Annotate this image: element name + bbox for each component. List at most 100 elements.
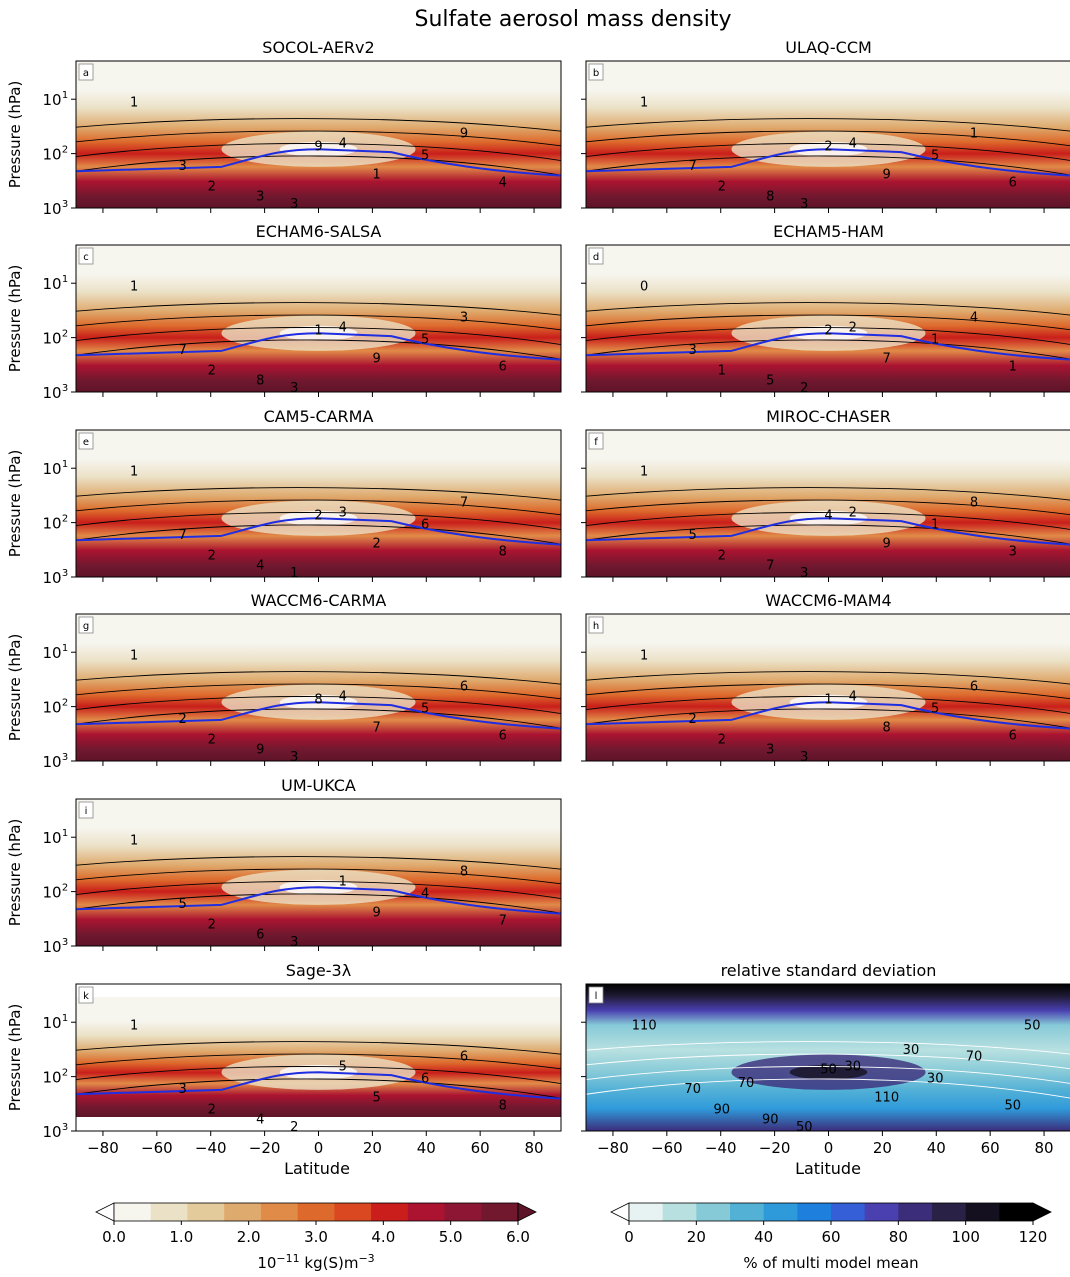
y-tick-exponent: 3 — [62, 383, 68, 394]
contour-label: 8 — [499, 545, 507, 560]
panel-letter-box — [78, 432, 94, 450]
contour-label: 0 — [640, 280, 648, 295]
contour-label: 2 — [849, 506, 857, 521]
contour-label: 6 — [460, 679, 468, 694]
contour-label: 3 — [800, 750, 808, 765]
contour-label: 3 — [290, 750, 298, 765]
colorbar-0: 0.0 1.0 2.0 3.0 4.0 5.0 6.0 10−11 kg(S)m−3 — [95, 1202, 537, 1272]
contour-label: 4 — [256, 1113, 264, 1128]
panel-title-d: ECHAM5-HAM — [773, 222, 884, 241]
y-tick-label: 10 — [42, 1123, 61, 1141]
tropopause-line — [75, 886, 562, 915]
panel-letter: h — [593, 621, 599, 632]
tropical-core — [789, 1064, 868, 1080]
panel-letter: c — [83, 252, 89, 263]
x-tick-label: −80 — [87, 1139, 119, 1157]
y-tick-label: 10 — [42, 384, 61, 402]
contour-label: 9 — [373, 352, 381, 367]
tropopause-line — [585, 701, 1070, 730]
contour-label: 6 — [1009, 176, 1017, 191]
contour-label: 2 — [208, 363, 216, 378]
panel-title-k: Sage-3λ — [286, 961, 351, 980]
contour-label: 4 — [499, 176, 507, 191]
contour-line — [75, 1066, 562, 1084]
contour-label: 70 — [684, 1082, 701, 1097]
contour-label: 1 — [824, 693, 832, 708]
contour-label: 2 — [689, 712, 697, 727]
contour-line — [75, 671, 562, 685]
contour-label: 2 — [718, 548, 726, 563]
contour-label: 7 — [179, 343, 187, 358]
colorbar-segment — [187, 1203, 225, 1221]
contour-line — [75, 1078, 562, 1099]
contour-label: 5 — [421, 701, 429, 716]
x-tick-label: −40 — [705, 1139, 737, 1157]
contour-label: 6 — [421, 517, 429, 532]
colorbar-tick-label: 0.0 — [102, 1228, 126, 1246]
contour-line — [585, 1078, 1070, 1099]
contour-label: 6 — [1009, 729, 1017, 744]
y-tick-exponent: 3 — [62, 568, 68, 579]
panel-letter: k — [83, 991, 89, 1002]
contour-label: 3 — [766, 743, 774, 758]
contour-label: 6 — [970, 679, 978, 694]
colorbar-segment — [629, 1203, 664, 1221]
y-tick-exponent: 3 — [62, 752, 68, 763]
colorbar-segment — [696, 1203, 731, 1221]
contour-line — [75, 524, 562, 545]
y-tick-exponent: 1 — [62, 1013, 68, 1024]
panel-letter: i — [85, 806, 88, 817]
colorbar-label-right: % of multi model mean — [743, 1254, 918, 1272]
contour-label: 3 — [290, 935, 298, 950]
panel-letter: a — [83, 68, 89, 79]
contour-label: 1 — [339, 875, 347, 890]
contour-label: 2 — [208, 1102, 216, 1117]
contour-label: 50 — [1024, 1019, 1041, 1034]
x-axis-label-left: Latitude — [284, 1159, 350, 1178]
y-tick-label: 10 — [42, 275, 61, 293]
contour-label: 70 — [966, 1049, 983, 1064]
contour-label: 70 — [738, 1076, 755, 1091]
colorbar-segment — [224, 1203, 262, 1221]
x-tick-label: 40 — [927, 1139, 946, 1157]
contour-label: 9 — [883, 168, 891, 183]
colorbar-segment — [763, 1203, 798, 1221]
contour-label: 90 — [762, 1113, 779, 1128]
contour-line — [585, 512, 1070, 530]
contour-label: 1 — [1009, 360, 1017, 375]
contour-label: 5 — [766, 374, 774, 389]
y-tick-label: 10 — [42, 644, 61, 662]
colorbar-segment — [150, 1203, 188, 1221]
contour-label: 3 — [290, 381, 298, 396]
contour-label: 1 — [314, 324, 322, 339]
x-axis-label-right: Latitude — [795, 1159, 861, 1178]
contour-label: 4 — [421, 886, 429, 901]
contour-label: 8 — [766, 190, 774, 205]
panel-letter: b — [593, 68, 599, 79]
x-tick-label: 60 — [981, 1139, 1000, 1157]
contour-label: 5 — [689, 528, 697, 543]
contour-line — [75, 1041, 562, 1055]
x-tick-label: 80 — [1035, 1139, 1054, 1157]
contour-line — [75, 1053, 562, 1070]
contour-label: 1 — [130, 465, 138, 480]
contour-line — [75, 339, 562, 360]
panel-letter: f — [594, 437, 598, 448]
panel-c: ECHAM6-SALSA 1 2 3 4 5 6 7 8 9 3 1 c Pressure (hPa) 10… — [6, 222, 562, 402]
colorbar-over-arrow — [517, 1202, 537, 1222]
contour-label: 1 — [130, 96, 138, 111]
contour-label: 30 — [903, 1043, 920, 1058]
contour-label: 6 — [499, 729, 507, 744]
colorbar-tick-label: 0 — [624, 1228, 634, 1246]
contour-label: 8 — [314, 693, 322, 708]
contour-line — [75, 512, 562, 530]
colorbar-tick-label: 40 — [754, 1228, 773, 1246]
tropopause-line — [75, 1071, 562, 1100]
contour-line — [75, 327, 562, 345]
contour-label: 50 — [820, 1063, 837, 1078]
contour-label: 5 — [373, 1091, 381, 1106]
y-tick-label: 10 — [42, 938, 61, 956]
panel-title-e: CAM5-CARMA — [264, 407, 374, 426]
contour-label: 30 — [844, 1060, 861, 1075]
